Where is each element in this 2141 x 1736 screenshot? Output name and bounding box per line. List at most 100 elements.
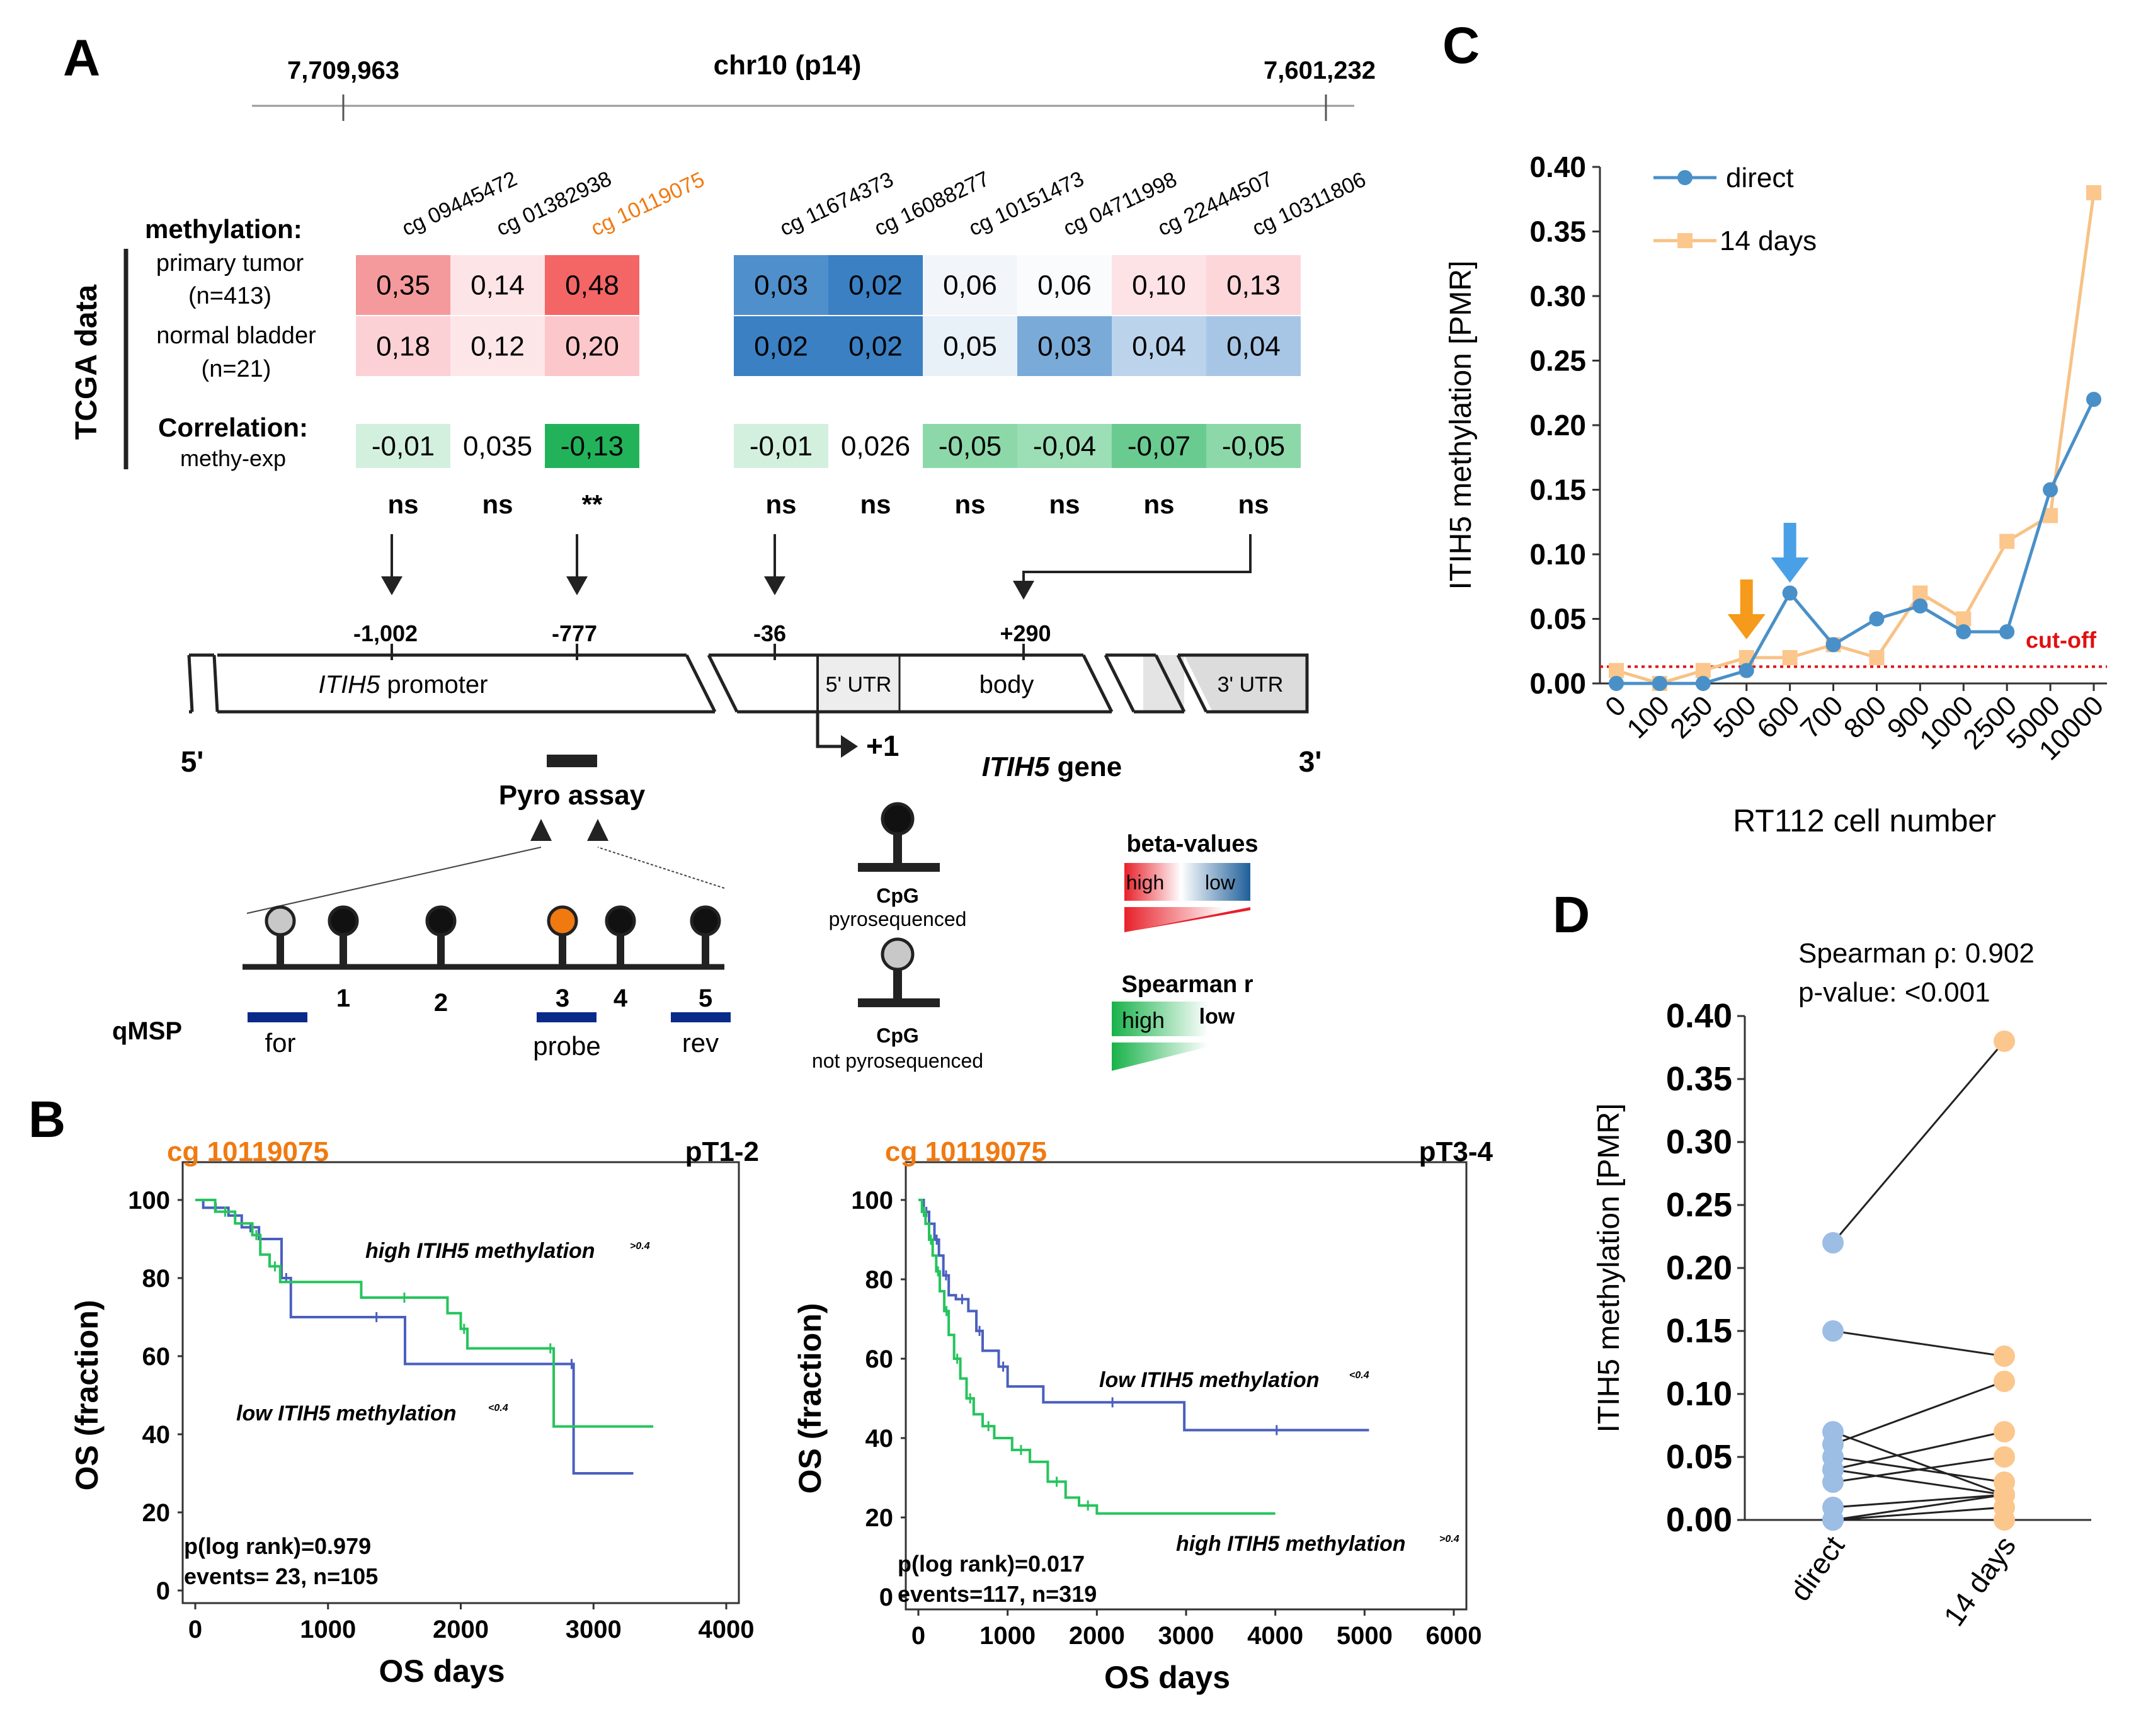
gene-label-text: gene: [1049, 751, 1122, 782]
d-pair-line: [1832, 1468, 2005, 1496]
km-curve-high: [918, 1199, 1276, 1515]
c-point-direct: [1825, 637, 1841, 653]
spearman-legend-low: low: [1199, 1005, 1235, 1029]
c-ytick-label: 0.20: [1529, 409, 1586, 442]
normal-label-2: (n=21): [202, 356, 271, 382]
km-xtick-label: 3000: [566, 1616, 622, 1643]
pos-label-4: +290: [1000, 620, 1051, 646]
c-ytick-label: 0.25: [1529, 345, 1586, 377]
qmsp-probe-bar: [537, 1012, 597, 1022]
cpg-number-4: 4: [614, 985, 628, 1012]
km-ylabel: OS (fraction): [69, 1300, 105, 1491]
km-annotation-low: low ITIH5 methylation: [1099, 1368, 1319, 1392]
corr-cell-value: -0,04: [1033, 431, 1096, 462]
corr-cell-bg: [356, 424, 450, 468]
km-ytick-label: 40: [865, 1425, 894, 1453]
normal-cell-bg: [1017, 316, 1112, 376]
km-ytick-label: 60: [865, 1345, 894, 1373]
c-point-direct: [2086, 392, 2101, 407]
km-xtick-label: 3000: [1158, 1622, 1214, 1650]
arrow-head-3: [764, 576, 785, 595]
c-xtick-label: 250: [1664, 690, 1719, 745]
normal-cell-value: 0,05: [943, 331, 997, 362]
d-ytick-label: 0.20: [1666, 1249, 1732, 1287]
c-point-direct: [2043, 482, 2058, 498]
normal-cell-bg: [450, 316, 545, 376]
tumor-cell-bg: [1112, 255, 1206, 315]
promoter-label-text: promoter: [380, 671, 488, 699]
cpg-site: [690, 905, 721, 937]
coord-right: 7,601,232: [1264, 57, 1376, 84]
panel-label-b: B: [28, 1091, 66, 1148]
tumor-cell-bg: [356, 255, 450, 315]
promoter-label-gene: ITIH5: [319, 671, 381, 699]
spearman-legend-high: high: [1122, 1007, 1165, 1033]
tumor-cell-value: 0,06: [943, 270, 997, 301]
coord-left: 7,709,963: [287, 57, 399, 84]
normal-cell-bg: [923, 316, 1017, 376]
d-point-direct: [1822, 1471, 1844, 1493]
d-pair-line: [1832, 1430, 2005, 1496]
km-ytick-label: 60: [142, 1343, 171, 1371]
c-point-direct: [1956, 624, 1972, 639]
cpg-site: [547, 905, 578, 937]
km-subtitle: pT3-4: [1419, 1136, 1493, 1167]
c-point-direct: [1652, 676, 1667, 691]
break-body-a: [1082, 654, 1114, 713]
km-ylabel: OS (fraction): [792, 1303, 828, 1494]
c-point-direct: [1869, 611, 1885, 627]
normal-label-1: normal bladder: [156, 323, 316, 349]
d-point-14days: [1994, 1345, 2015, 1367]
km-ytick-label: 80: [142, 1265, 171, 1293]
significance-label: ns: [765, 489, 796, 519]
d-ytick-label: 0.00: [1666, 1501, 1732, 1539]
cpg-site: [425, 905, 457, 937]
km-ytick-label: 100: [851, 1187, 893, 1214]
legend-pyro-base: [858, 863, 940, 872]
normal-cell-bg: [1112, 316, 1206, 376]
legend-not-lollipop: [881, 937, 915, 971]
km-ytick-label: 80: [865, 1266, 894, 1294]
panel-a: A 7,709,963 chr10 (p14) 7,601,232 cg 094…: [63, 30, 1376, 1072]
km-annotation-low-sup: <0.4: [488, 1403, 508, 1413]
qmsp-rev-bar: [671, 1012, 731, 1022]
km-title: cg 10119075: [885, 1136, 1047, 1167]
km-ytick-label: 0: [879, 1584, 893, 1611]
arrow-head-1: [381, 576, 403, 595]
c-point-direct: [1738, 663, 1754, 678]
cpg-site: [605, 905, 636, 937]
km-stats-2: events= 23, n=105: [184, 1563, 378, 1589]
d-ytick-label: 0.40: [1666, 997, 1732, 1035]
d-ytick-label: 0.05: [1666, 1438, 1732, 1476]
c-ytick-label: 0.40: [1529, 151, 1586, 183]
spearman-legend-wedge: [1112, 1042, 1225, 1071]
km-stats-1: p(log rank)=0.979: [184, 1533, 371, 1559]
significance-label: ns: [1238, 489, 1269, 519]
corr-cell-bg: [545, 424, 639, 468]
tumor-cell-value: 0,02: [848, 270, 903, 301]
tumor-label-1: primary tumor: [156, 250, 304, 277]
c-xtick-label: 100: [1621, 690, 1676, 745]
gene-label-name: ITIH5: [982, 751, 1050, 782]
c-ytick-label: 0.15: [1529, 474, 1586, 506]
d-ytick-label: 0.30: [1666, 1123, 1732, 1161]
c-xtick-label: 800: [1838, 690, 1893, 745]
tss-arrow-head: [841, 735, 858, 758]
normal-cell-value: 0,04: [1132, 331, 1186, 362]
tss-label: +1: [866, 729, 899, 762]
gene-outline: [189, 653, 1309, 714]
km-xtick-label: 0: [911, 1622, 925, 1650]
promoter-label: ITIH5 promoter: [319, 671, 488, 699]
pos-label-3: -36: [753, 620, 786, 646]
c-arrow-shaft: [1783, 523, 1796, 561]
c-arrow-head: [1727, 614, 1766, 639]
corr-cell-value: 0,026: [841, 431, 910, 462]
probe-arrows: [381, 534, 1252, 600]
cpg-track: 1 2 3 4 5 qMSP for probe rev: [112, 905, 731, 1061]
cpg-number-3: 3: [556, 985, 569, 1012]
c-arrow-shaft: [1740, 580, 1753, 617]
tumor-cell-value: 0,35: [376, 270, 430, 301]
c-legend-marker-direct: [1677, 170, 1693, 185]
